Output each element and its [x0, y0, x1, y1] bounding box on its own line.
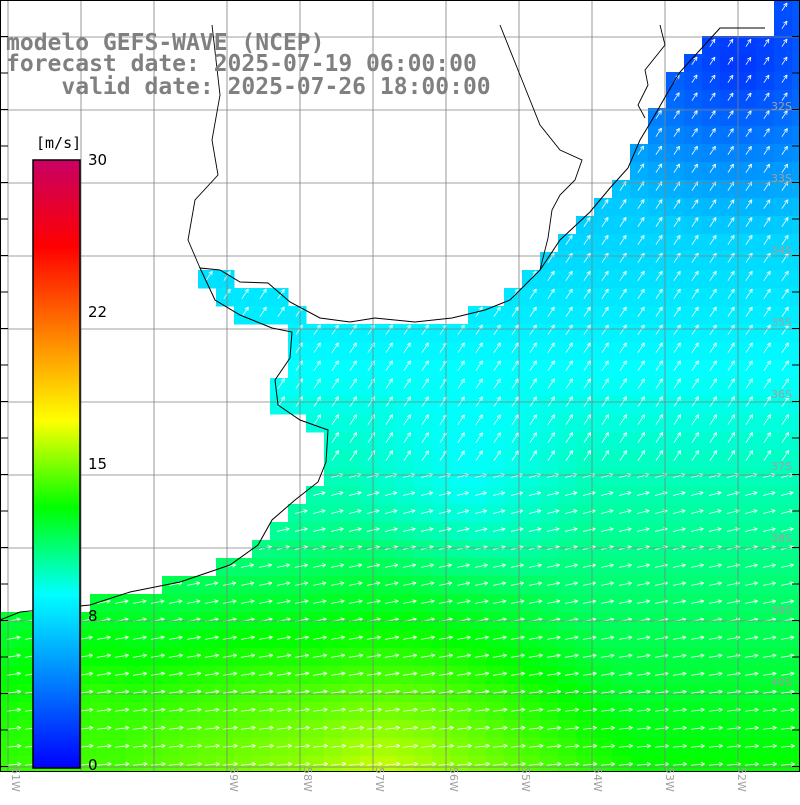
wind-cell [792, 306, 800, 325]
lon-label: 52W [735, 767, 748, 792]
lat-label: 33S [771, 172, 792, 185]
wind-cell [792, 36, 800, 55]
wind-cell [792, 630, 800, 649]
wind-cell [792, 234, 800, 253]
colorbar-tick-22: 22 [88, 303, 107, 321]
lon-label: 61W [9, 767, 22, 792]
wind-cell [792, 594, 800, 613]
lon-label: 55W [519, 767, 532, 792]
wind-cell [792, 72, 800, 91]
wind-cell [792, 360, 800, 379]
colorbar-gradient [33, 160, 80, 768]
wind-cell [792, 270, 800, 289]
lat-label: 35S [771, 316, 792, 329]
lat-label: 38S [771, 532, 792, 545]
wind-cell [792, 720, 800, 739]
wind-cell [792, 252, 800, 271]
lat-label: 37S [771, 460, 792, 473]
border-line [500, 25, 582, 270]
wind-cell [792, 144, 800, 163]
wind-cell [792, 324, 800, 343]
wind-cell [792, 18, 800, 37]
valid-date-text: valid date: 2025-07-26 18:00:00 [61, 74, 490, 100]
wind-cell [792, 162, 800, 181]
wind-cell [792, 90, 800, 109]
wind-cell [792, 540, 800, 559]
wind-cell [792, 738, 800, 757]
wind-cell [792, 0, 800, 19]
wind-cell [792, 432, 800, 451]
lat-label: 34S [771, 244, 792, 257]
wind-cell [792, 576, 800, 595]
lon-label: 54W [591, 767, 604, 792]
wind-cell [792, 666, 800, 685]
lon-label: 53W [663, 767, 676, 792]
colorbar-unit: [m/s] [36, 134, 81, 152]
lat-label: 40S [771, 676, 792, 689]
colorbar-tick-0: 0 [88, 756, 98, 774]
wind-cell [792, 504, 800, 523]
wind-cell [792, 522, 800, 541]
colorbar [33, 160, 80, 768]
lon-label: 57W [373, 767, 386, 792]
lat-label: 36S [771, 388, 792, 401]
lon-label: 59W [227, 767, 240, 792]
wind-cell [792, 414, 800, 433]
wind-cell [792, 468, 800, 487]
wind-cell [792, 396, 800, 415]
wind-cell [792, 378, 800, 397]
lon-label: 56W [447, 767, 460, 792]
wind-cell [792, 558, 800, 577]
wind-cell [792, 198, 800, 217]
lat-label: 32S [771, 100, 792, 113]
wind-cell [792, 108, 800, 127]
colorbar-tick-30: 30 [88, 151, 107, 169]
wind-cell [792, 54, 800, 73]
forecast-date: forecast date: 2025-07-19 06:00:00 [6, 53, 477, 76]
wind-cell [792, 486, 800, 505]
valid-date: valid date: 2025-07-26 18:00:00 [6, 76, 491, 99]
wind-cell [792, 288, 800, 307]
colorbar-tick-15: 15 [88, 455, 107, 473]
wind-cell [792, 450, 800, 469]
colorbar-tick-8: 8 [88, 607, 98, 625]
lon-label: 58W [301, 767, 314, 792]
wind-cell [792, 702, 800, 721]
wind-cell [792, 342, 800, 361]
wind-cell [792, 126, 800, 145]
lat-label: 39S [771, 604, 792, 617]
